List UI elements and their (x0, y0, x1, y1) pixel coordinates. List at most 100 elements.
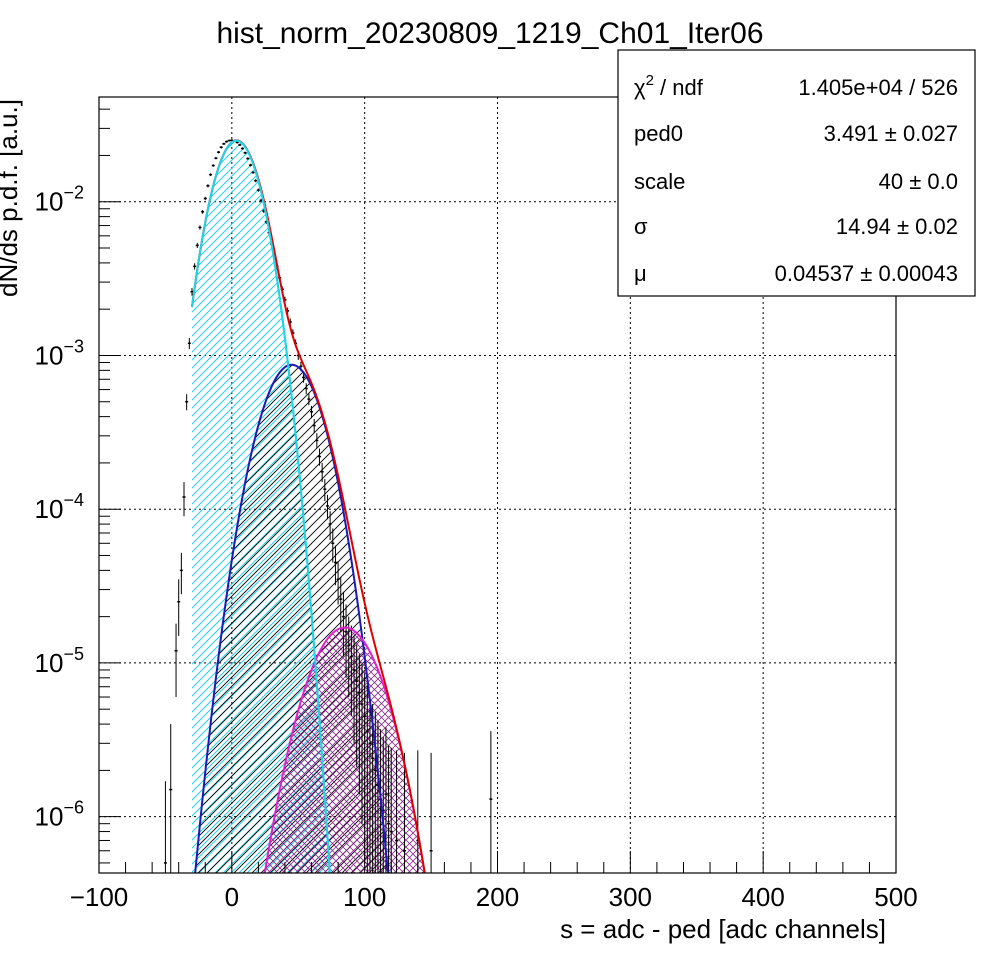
data-point (217, 150, 221, 154)
stats-row-label: σ (634, 214, 648, 239)
data-point (315, 433, 319, 449)
data-point (403, 752, 407, 873)
data-point (248, 163, 252, 167)
data-point (201, 209, 205, 214)
data-point (169, 724, 173, 873)
data-point (206, 184, 210, 188)
y-tick-label: 10−2 (35, 183, 84, 217)
x-tick-label: 0 (225, 882, 239, 912)
data-point (193, 263, 197, 270)
y-tick-base: 10 (35, 494, 64, 524)
data-point (325, 494, 329, 520)
two-pe-area (258, 627, 432, 873)
data-point (318, 448, 322, 466)
data-point (371, 704, 375, 873)
data-point (395, 750, 399, 873)
data-point (219, 146, 223, 149)
y-tick-exponent: −5 (63, 644, 84, 664)
stats-row-label: χ2 / ndf (634, 72, 704, 100)
data-point (312, 419, 316, 433)
chart-title: hist_norm_20230809_1219_Ch01_Iter06 (216, 17, 763, 50)
x-axis-title: s = adc - ped [adc channels] (560, 914, 886, 944)
y-tick-exponent: −3 (63, 336, 84, 356)
data-point (331, 528, 335, 563)
data-point (357, 654, 361, 795)
y-tick-label: 10−6 (35, 798, 84, 832)
data-point (320, 462, 324, 483)
data-point (227, 139, 231, 142)
data-point (389, 747, 393, 873)
stats-row-label: scale (634, 169, 685, 194)
y-tick-base: 10 (35, 802, 64, 832)
y-tick-label: 10−5 (35, 644, 84, 678)
data-point (304, 383, 308, 395)
data-point (174, 623, 178, 698)
fit-curves (190, 139, 426, 873)
data-point (182, 482, 186, 517)
y-tick-base: 10 (35, 340, 64, 370)
data-point (259, 198, 263, 203)
stats-row-label-base: σ (634, 214, 648, 239)
data-point (323, 479, 327, 502)
data-point (177, 579, 181, 636)
y-tick-label: 10−4 (35, 490, 84, 524)
data-point (387, 745, 391, 873)
data-point (336, 561, 340, 605)
stats-row-value: 3.491 ± 0.027 (824, 121, 958, 146)
data-point (246, 157, 250, 160)
x-tick-label: 100 (343, 882, 386, 912)
data-point (163, 781, 167, 873)
x-tick-labels: −100 0 100 200 300 400 500 (70, 882, 918, 912)
data-point (214, 156, 218, 160)
data-point (310, 405, 314, 419)
y-tick-exponent: −2 (63, 183, 84, 203)
data-points (163, 139, 493, 873)
stats-row-label-base: ped0 (634, 121, 683, 146)
y-tick-base: 10 (35, 187, 64, 217)
data-point (347, 616, 351, 698)
x-tick-label: 500 (874, 882, 917, 912)
data-point (365, 684, 369, 873)
data-point (222, 142, 226, 145)
data-point (198, 225, 202, 230)
data-point (190, 287, 194, 296)
data-point (195, 242, 199, 249)
data-point (203, 196, 207, 201)
data-point (333, 545, 337, 586)
x-tick-label: 200 (476, 882, 519, 912)
data-point (240, 147, 244, 150)
stats-row-label-sup: 2 (646, 72, 654, 89)
data-point (179, 552, 183, 595)
data-point (254, 179, 258, 183)
data-point (187, 337, 191, 350)
data-point (363, 673, 367, 863)
data-point (235, 141, 239, 144)
stats-row-label: ped0 (634, 121, 683, 146)
x-tick-label: 400 (741, 882, 784, 912)
stats-row-label: μ (634, 261, 647, 286)
stats-row-label-base: χ (634, 75, 646, 100)
data-point (355, 644, 359, 768)
y-axis-title: dN/ds p.d.f. [a.u.] (0, 99, 23, 297)
data-point (225, 140, 229, 143)
data-point (429, 752, 433, 873)
data-point (328, 511, 332, 541)
data-point (251, 171, 255, 174)
data-point (238, 143, 242, 147)
stats-box-frame (617, 49, 976, 297)
axis-ticks (98, 108, 897, 873)
x-tick-label: 300 (609, 882, 652, 912)
stats-row-label-base: scale (634, 169, 685, 194)
stats-row-value: 14.94 ± 0.02 (836, 214, 958, 239)
data-point (489, 731, 493, 873)
pedestal-curve-top (190, 139, 331, 873)
data-point (339, 577, 343, 632)
data-point (368, 694, 372, 873)
y-tick-label: 10−3 (35, 336, 84, 370)
data-point (360, 663, 364, 824)
data-point (352, 635, 356, 744)
data-point (185, 394, 189, 411)
stats-row-value: 0.04537 ± 0.00043 (775, 261, 958, 286)
stats-row-value: 40 ± 0.0 (879, 169, 958, 194)
